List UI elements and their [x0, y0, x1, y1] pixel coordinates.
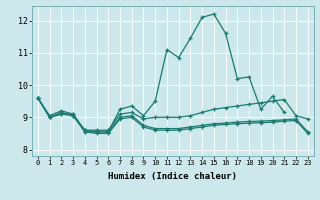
- X-axis label: Humidex (Indice chaleur): Humidex (Indice chaleur): [108, 172, 237, 181]
